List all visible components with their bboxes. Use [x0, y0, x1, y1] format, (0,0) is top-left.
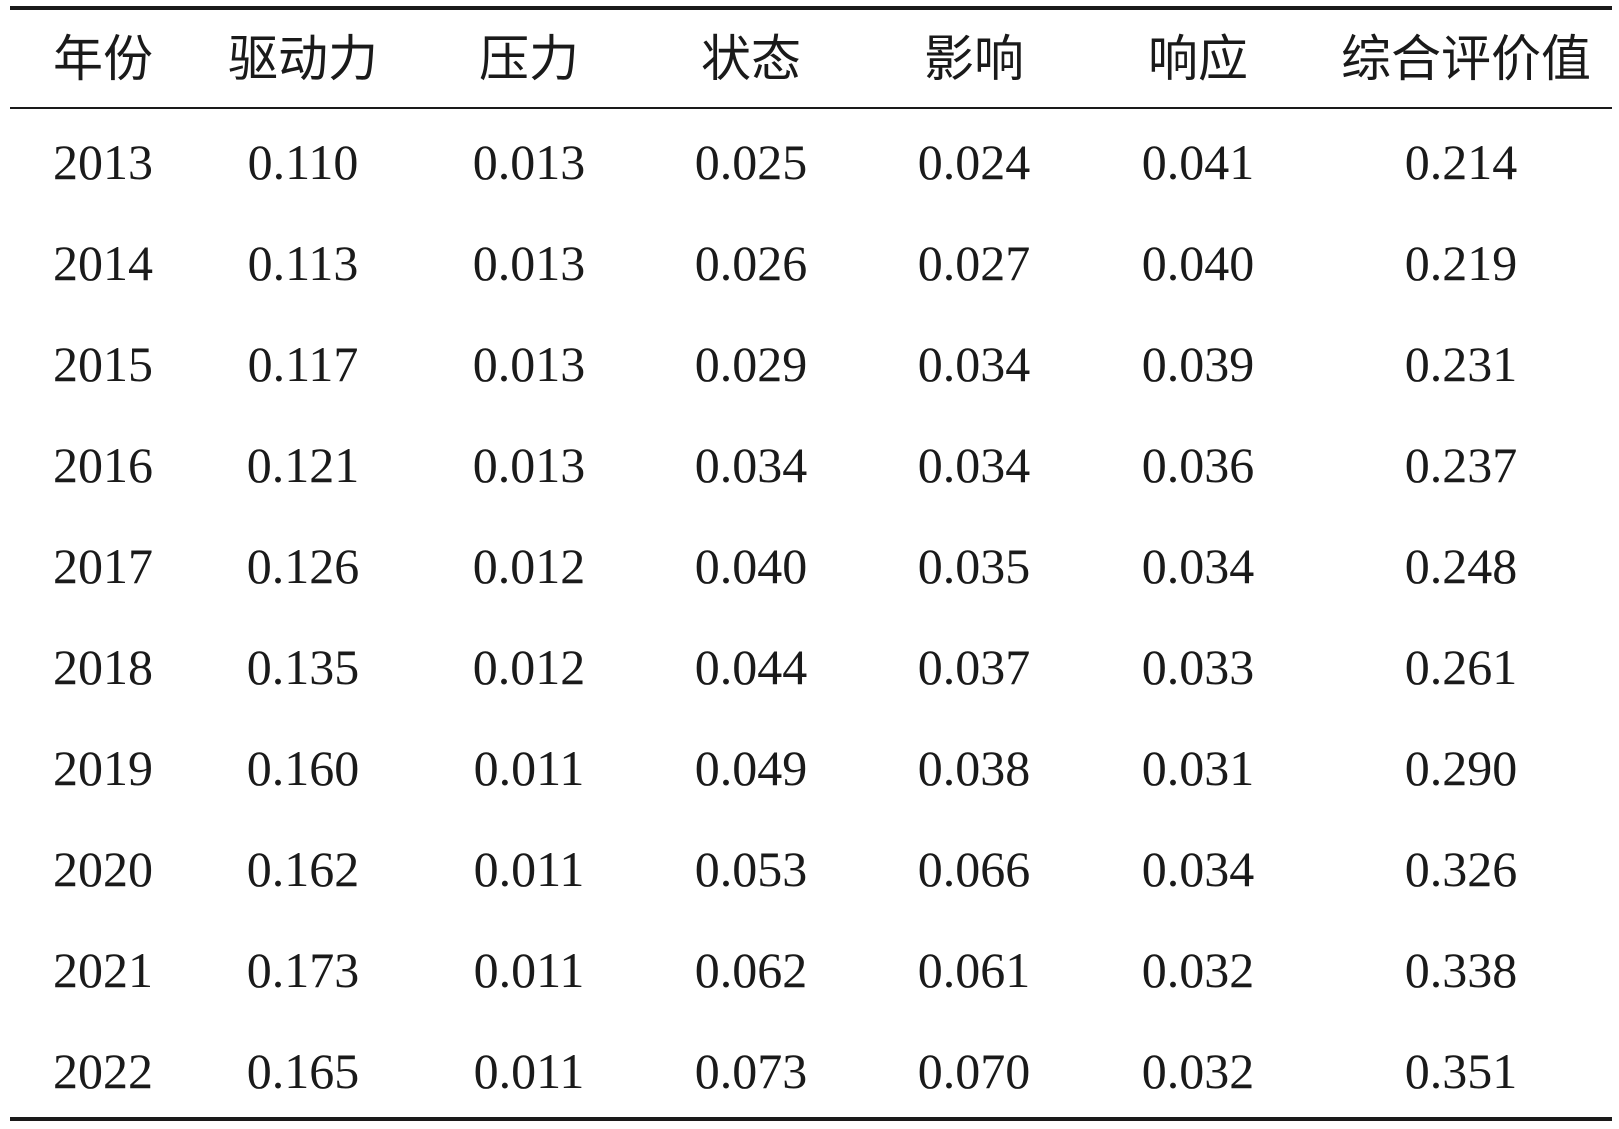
value-cell: 0.290 — [1404, 740, 1518, 796]
year-cell: 2014 — [53, 235, 153, 291]
value-cell: 0.073 — [694, 1043, 808, 1099]
value-cell: 0.110 — [247, 134, 359, 190]
value-cell: 0.034 — [917, 437, 1031, 493]
year-cell: 2013 — [53, 134, 153, 190]
value-cell: 0.031 — [1141, 740, 1255, 796]
value-cell: 0.070 — [917, 1043, 1031, 1099]
value-cell: 0.061 — [917, 942, 1031, 998]
value-cell: 0.066 — [917, 841, 1031, 897]
value-cell: 0.162 — [246, 841, 360, 897]
header-cell: 响应 — [1148, 31, 1248, 87]
value-cell: 0.041 — [1141, 134, 1255, 190]
year-cell: 2017 — [53, 538, 153, 594]
value-cell: 0.117 — [247, 336, 359, 392]
value-cell: 0.011 — [473, 1043, 585, 1099]
value-cell: 0.261 — [1404, 639, 1518, 695]
value-cell: 0.011 — [473, 740, 585, 796]
value-cell: 0.033 — [1141, 639, 1255, 695]
value-cell: 0.035 — [917, 538, 1031, 594]
header-cell: 状态 — [701, 31, 801, 87]
value-cell: 0.012 — [472, 538, 586, 594]
value-cell: 0.231 — [1404, 336, 1518, 392]
value-cell: 0.038 — [917, 740, 1031, 796]
value-cell: 0.219 — [1404, 235, 1518, 291]
header-rule — [10, 107, 1612, 109]
value-cell: 0.160 — [246, 740, 360, 796]
value-cell: 0.025 — [694, 134, 808, 190]
value-cell: 0.012 — [472, 639, 586, 695]
value-cell: 0.034 — [694, 437, 808, 493]
value-cell: 0.034 — [1141, 841, 1255, 897]
value-cell: 0.040 — [694, 538, 808, 594]
value-cell: 0.053 — [694, 841, 808, 897]
header-cell: 压力 — [479, 31, 579, 87]
value-cell: 0.049 — [694, 740, 808, 796]
value-cell: 0.248 — [1404, 538, 1518, 594]
value-cell: 0.037 — [917, 639, 1031, 695]
value-cell: 0.026 — [694, 235, 808, 291]
value-cell: 0.011 — [473, 942, 585, 998]
value-cell: 0.029 — [694, 336, 808, 392]
year-cell: 2021 — [53, 942, 153, 998]
top-rule — [10, 6, 1612, 10]
value-cell: 0.062 — [694, 942, 808, 998]
value-cell: 0.034 — [1141, 538, 1255, 594]
value-cell: 0.113 — [247, 235, 359, 291]
value-cell: 0.011 — [473, 841, 585, 897]
value-cell: 0.121 — [246, 437, 360, 493]
value-cell: 0.351 — [1404, 1043, 1518, 1099]
value-cell: 0.013 — [472, 437, 586, 493]
header-cell: 综合评价值 — [1341, 31, 1591, 87]
value-cell: 0.013 — [472, 336, 586, 392]
year-cell: 2018 — [53, 639, 153, 695]
header-cell: 年份 — [53, 31, 153, 87]
value-cell: 0.044 — [694, 639, 808, 695]
value-cell: 0.338 — [1404, 942, 1518, 998]
value-cell: 0.032 — [1141, 1043, 1255, 1099]
value-cell: 0.036 — [1141, 437, 1255, 493]
value-cell: 0.013 — [472, 235, 586, 291]
year-cell: 2016 — [53, 437, 153, 493]
value-cell: 0.165 — [246, 1043, 360, 1099]
value-cell: 0.135 — [246, 639, 360, 695]
year-cell: 2022 — [53, 1043, 153, 1099]
year-cell: 2020 — [53, 841, 153, 897]
value-cell: 0.237 — [1404, 437, 1518, 493]
value-cell: 0.126 — [246, 538, 360, 594]
header-cell: 驱动力 — [228, 31, 378, 87]
value-cell: 0.032 — [1141, 942, 1255, 998]
value-cell: 0.034 — [917, 336, 1031, 392]
value-cell: 0.024 — [917, 134, 1031, 190]
header-cell: 影响 — [924, 31, 1024, 87]
value-cell: 0.326 — [1404, 841, 1518, 897]
value-cell: 0.214 — [1404, 134, 1518, 190]
bottom-rule — [10, 1117, 1612, 1121]
value-cell: 0.173 — [246, 942, 360, 998]
year-cell: 2019 — [53, 740, 153, 796]
value-cell: 0.039 — [1141, 336, 1255, 392]
value-cell: 0.040 — [1141, 235, 1255, 291]
value-cell: 0.027 — [917, 235, 1031, 291]
year-cell: 2015 — [53, 336, 153, 392]
value-cell: 0.013 — [472, 134, 586, 190]
